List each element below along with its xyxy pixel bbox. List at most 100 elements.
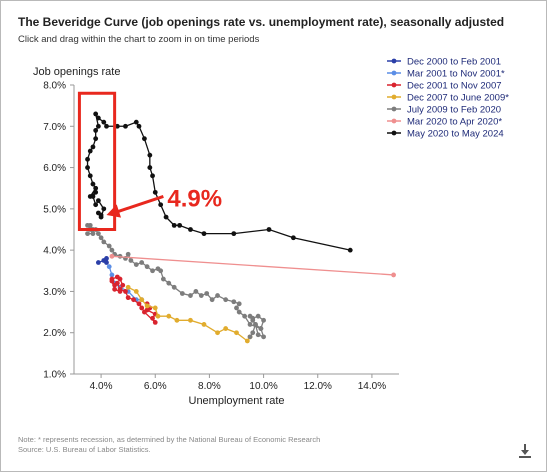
data-point [85,231,90,237]
data-point [95,115,101,121]
data-point [147,165,153,170]
y-tick-label: 6.0% [43,163,66,174]
data-point [90,144,96,150]
data-point [215,330,220,336]
data-point [139,297,145,303]
legend-label: Dec 2001 to Nov 2007 [407,81,502,92]
x-tick-label: 4.0% [90,381,113,392]
data-point [255,332,261,338]
data-point [123,289,128,294]
x-tick-label: 8.0% [198,381,221,392]
legend-swatch-dot [391,130,397,136]
data-point [136,301,142,307]
data-point [201,231,207,237]
data-point [158,202,164,208]
annotation-arrow-line [116,195,164,214]
data-point [133,119,139,125]
data-point [223,297,229,303]
data-point [290,235,296,241]
data-point [150,268,155,274]
data-point [160,276,166,282]
data-point [95,231,101,237]
x-tick-label: 12.0% [304,381,332,392]
data-point [95,198,101,204]
data-point [209,297,215,303]
data-point [133,262,139,267]
data-point [93,202,99,208]
data-point [120,282,126,288]
data-point [109,278,115,284]
data-point [87,148,93,154]
legend-swatch-dot [391,58,397,64]
data-point [266,227,272,232]
legend-label: July 2009 to Feb 2020 [407,105,501,116]
data-point [85,156,90,162]
data-point [112,282,118,288]
data-point [93,128,99,133]
data-point [152,189,158,195]
y-tick-label: 5.0% [43,204,66,215]
data-point [98,235,104,241]
legend-swatch-dot [391,94,397,100]
download-button[interactable] [515,441,535,461]
data-point [90,231,96,237]
data-point [188,317,193,323]
data-point [93,111,99,117]
data-point [142,309,147,315]
data-point [144,303,150,309]
chart-subtitle: Click and drag within the chart to zoom … [18,34,260,45]
data-point [150,173,155,179]
annotation-arrow-head [106,204,122,218]
data-point [250,315,256,321]
data-point [112,286,118,292]
data-point [155,266,161,272]
x-tick-label: 10.0% [249,381,277,392]
x-axis-label: Unemployment rate [189,395,285,407]
y-tick-label: 4.0% [43,246,66,257]
data-point [93,189,99,195]
x-tick-label: 6.0% [144,381,167,392]
data-point [261,317,266,323]
data-point [177,222,183,228]
data-point [147,152,153,158]
annotation-label: 4.9% [167,185,222,212]
data-point [109,272,115,278]
data-point [247,334,253,340]
data-point [188,227,193,232]
beveridge-chart[interactable]: 1.0% 2.0% 3.0% 4.0% 5.0% 6.0% 7.0% 8.0% 4.0% 6.0%… [1,1,546,421]
data-point [109,247,115,253]
data-point [139,260,145,265]
data-point [166,313,172,319]
data-point [125,251,131,257]
data-point [193,289,199,294]
chart-title: The Beveridge Curve (job openings rate v… [18,15,505,29]
recession-note: Note: * represents recession, as determi… [18,435,321,444]
data-point [123,123,128,129]
data-point [223,326,229,331]
data-point [114,123,120,129]
data-point [93,136,99,142]
data-point [106,264,112,270]
data-point [179,291,185,296]
legend-swatch-dot [391,118,397,124]
data-point [261,334,266,340]
legend-label: Mar 2020 to Apr 2020* [407,117,502,128]
y-tick-label: 2.0% [43,328,66,339]
source-note: Source: U.S. Bureau of Labor Statistics. [18,445,151,454]
legend-label: Dec 2000 to Feb 2001 [407,57,501,68]
data-point [150,315,155,321]
data-point [188,293,193,298]
data-point [104,256,109,261]
legend-swatch-dot [391,82,397,88]
data-point [253,322,258,327]
legend-label: May 2020 to May 2024 [407,129,504,140]
series-line [86,113,351,251]
data-point [125,284,131,290]
data-point [166,280,172,286]
data-point [391,272,396,278]
data-point [131,297,136,303]
data-point [174,317,180,323]
data-point [142,136,147,142]
data-point [136,123,142,129]
